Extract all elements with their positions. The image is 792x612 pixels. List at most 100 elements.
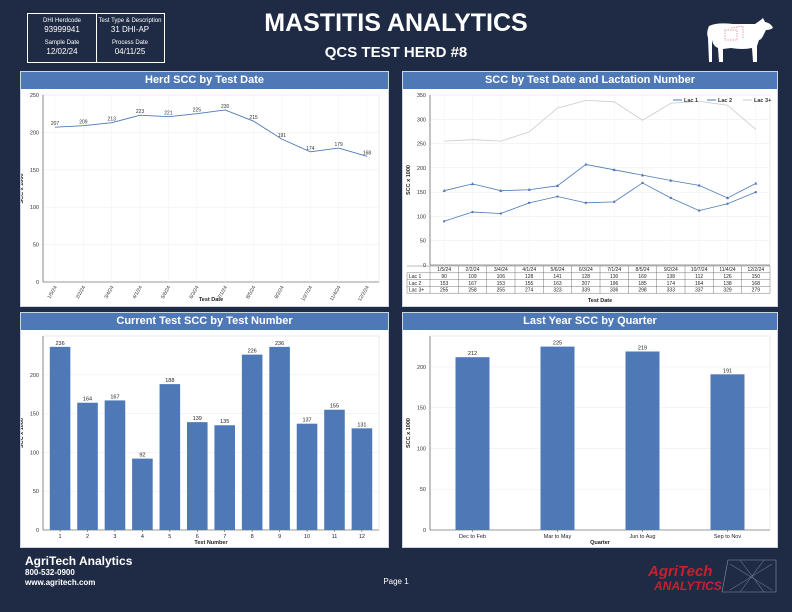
series-point <box>555 184 560 188</box>
table-cell: 185 <box>638 281 647 287</box>
x-tick-label: 9/2/24 <box>664 267 678 273</box>
y-tick-label: 250 <box>30 93 39 99</box>
data-label: 179 <box>334 142 343 148</box>
y-tick-label: 350 <box>417 93 426 99</box>
table-cell: 337 <box>695 288 704 294</box>
data-label: 164 <box>83 397 92 403</box>
table-cell: 150 <box>752 274 761 280</box>
y-tick-label: 150 <box>417 190 426 196</box>
table-cell: 174 <box>667 281 676 287</box>
herd-scc-line-chart: 0 50 100 150 200 250 SCC x 1000 1/5/24 2/2/24 3/4… <box>19 93 380 303</box>
series-point <box>471 210 474 214</box>
table-cell: 336 <box>610 288 619 294</box>
data-label: 139 <box>193 416 202 422</box>
table-cell: 141 <box>553 274 562 280</box>
x-tick-label: 11 <box>332 534 338 540</box>
process-date-value: 04/11/25 <box>114 47 146 56</box>
table-cell: 138 <box>723 281 732 287</box>
data-label: 92 <box>139 453 145 459</box>
data-label: 188 <box>165 378 174 384</box>
footer-phone: 800-532-0900 <box>25 568 75 577</box>
y-tick-label: 50 <box>33 489 39 495</box>
agritech-logo: AgriTech ANALYTICS <box>647 559 777 593</box>
table-cell: 323 <box>553 288 562 294</box>
logo-text-top: AgriTech <box>647 563 712 580</box>
series-point <box>527 187 531 191</box>
table-cell: 298 <box>638 288 647 294</box>
table-cell: 207 <box>582 281 591 287</box>
x-tick-label: 3/4/24 <box>494 267 508 273</box>
data-label: 236 <box>55 341 64 347</box>
y-axis-label: SCC x 1000 <box>21 418 25 448</box>
panel-title: Current Test SCC by Test Number <box>21 313 388 330</box>
data-label: 135 <box>220 419 229 425</box>
x-tick-label: Mar to May <box>544 534 572 540</box>
x-tick-label: 4/1/24 <box>522 267 536 273</box>
data-label: 207 <box>51 121 60 127</box>
series-point <box>556 195 559 198</box>
table-cell: 128 <box>582 274 591 280</box>
x-tick-label: 10/7/24 <box>300 285 314 303</box>
x-tick-label: 6 <box>196 534 199 540</box>
y-tick-label: 200 <box>30 373 39 379</box>
bar <box>186 422 208 530</box>
table-cell: 279 <box>752 288 761 294</box>
table-row-label: Lac 2 <box>409 281 421 287</box>
x-tick-label: 7/1/24 <box>607 267 621 273</box>
table-cell: 163 <box>553 281 562 287</box>
x-tick-label: 2/2/24 <box>75 285 87 300</box>
data-label: 213 <box>108 117 117 123</box>
table-cell: 255 <box>497 288 506 294</box>
y-tick-label: 150 <box>417 406 426 412</box>
data-label: 174 <box>306 146 315 152</box>
legend-label: Lac 2 <box>718 98 732 104</box>
table-cell: 196 <box>610 281 619 287</box>
data-label: 168 <box>363 150 372 156</box>
x-axis-label: Test Date <box>199 297 223 303</box>
bar <box>269 346 290 530</box>
y-tick-label: 200 <box>417 365 426 371</box>
x-axis-label: Quarter <box>590 540 611 546</box>
y-tick-label: 100 <box>417 214 426 220</box>
bar <box>214 425 236 530</box>
data-label: 219 <box>638 345 647 351</box>
data-label: 225 <box>193 108 202 114</box>
footer-website[interactable]: www.agritech.com <box>25 578 96 587</box>
series-point <box>726 202 729 205</box>
page-subtitle: QCS TEST HERD #8 <box>324 44 468 61</box>
x-tick-label: 8/5/24 <box>245 285 257 300</box>
bar <box>49 346 71 530</box>
x-tick-label: 9 <box>278 534 281 540</box>
bar <box>241 354 263 530</box>
test-type-label: Test Type & Description <box>98 18 162 24</box>
data-label: 223 <box>136 109 145 115</box>
data-label: 236 <box>275 341 284 347</box>
data-label: 155 <box>330 404 339 410</box>
series-point <box>442 188 446 192</box>
herd-scc-line <box>54 109 368 157</box>
data-label: 191 <box>723 368 732 374</box>
bar <box>104 400 126 530</box>
series-point <box>612 168 616 171</box>
x-tick-label: 12/2/24 <box>747 267 764 273</box>
y-axis-label: SCC x 1000 <box>21 174 25 204</box>
x-tick-label: 11/4/24 <box>329 285 342 302</box>
panel-title: Last Year SCC by Quarter <box>403 313 777 330</box>
table-cell: 153 <box>497 281 506 287</box>
x-tick-label: 2 <box>86 534 89 540</box>
x-tick-label: 3 <box>113 534 116 540</box>
panel-title: SCC by Test Date and Lactation Number <box>403 72 777 89</box>
plot-frame <box>42 94 380 283</box>
data-label: 137 <box>302 418 311 424</box>
table-cell: 164 <box>695 281 704 287</box>
data-label: 221 <box>164 111 173 117</box>
bar <box>455 357 490 530</box>
table-cell: 274 <box>525 288 534 294</box>
process-date-label: Process Date <box>111 40 148 46</box>
table-cell: 329 <box>723 288 732 294</box>
x-tick-label: 8/5/24 <box>636 267 650 273</box>
data-label: 167 <box>110 394 119 400</box>
y-tick-label: 200 <box>417 166 426 172</box>
data-label: 209 <box>79 120 88 126</box>
y-axis-label: SCC x 1000 <box>406 165 412 195</box>
